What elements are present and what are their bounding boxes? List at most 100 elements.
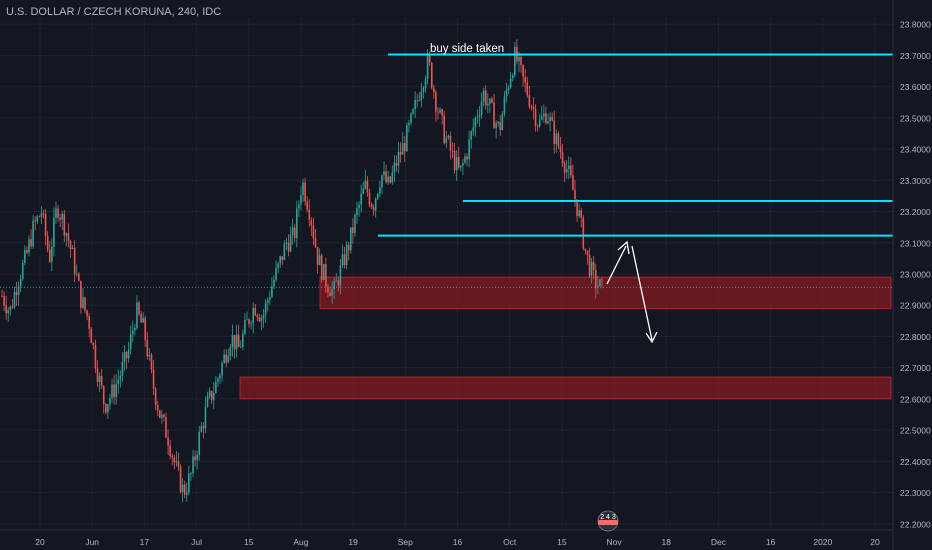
candle-body: [356, 208, 358, 216]
candle-body: [55, 208, 57, 218]
candle-body: [15, 292, 18, 296]
candle-body: [468, 139, 470, 160]
candle-body: [570, 165, 572, 176]
arrow-down-head: [645, 331, 658, 344]
candle-body: [495, 123, 497, 129]
candle-body: [478, 114, 481, 117]
candle-body: [578, 210, 580, 217]
candle-body: [163, 414, 165, 417]
candle-body: [30, 239, 32, 247]
y-tick-label: 23.6000: [900, 82, 931, 92]
candle-body: [190, 473, 192, 475]
y-tick-label: 22.2000: [900, 519, 931, 529]
candle-body: [196, 455, 198, 461]
candle-body: [239, 347, 242, 348]
candle-body: [304, 182, 306, 202]
candle-body: [563, 163, 566, 173]
candle-body: [291, 227, 294, 235]
candle-body: [325, 264, 327, 287]
candle-body: [260, 318, 263, 322]
candle-body: [553, 120, 556, 145]
candle-body: [435, 92, 437, 112]
candle-body: [156, 405, 159, 411]
candle-body: [412, 109, 414, 114]
candle-body: [194, 456, 196, 461]
candle-body: [360, 193, 362, 205]
x-tick-label: Jun: [85, 537, 99, 547]
candle-body: [567, 165, 570, 170]
candle-body: [387, 176, 389, 183]
candle-body: [464, 156, 466, 163]
candle-body: [339, 265, 342, 286]
candle-body: [167, 437, 169, 446]
y-tick-label: 23.2000: [900, 207, 931, 217]
candle-body: [349, 227, 352, 251]
candle-body: [113, 384, 115, 398]
candle-body: [32, 220, 34, 247]
candle-body: [372, 207, 375, 211]
candle-body: [67, 233, 70, 242]
candle-body: [476, 116, 479, 118]
candle-body: [586, 250, 589, 255]
x-tick-label: 20: [35, 537, 45, 547]
candle-body: [71, 247, 74, 250]
candle-body: [580, 210, 583, 218]
candle-body: [7, 310, 10, 314]
candle-body: [298, 204, 300, 209]
candle-body: [53, 217, 55, 247]
candle-body: [279, 256, 282, 264]
candle-body: [223, 354, 225, 364]
candle-body: [129, 334, 132, 350]
candle-body: [300, 194, 302, 205]
x-tick-label: 18: [662, 537, 672, 547]
candle-body: [48, 249, 51, 262]
candle-body: [296, 208, 298, 238]
y-tick-label: 23.4000: [900, 145, 931, 155]
candle-body: [86, 310, 88, 317]
candle-body: [96, 368, 99, 383]
candle-body: [540, 116, 543, 120]
candle-body: [212, 393, 215, 401]
candle-body: [530, 106, 533, 108]
candle-body: [482, 90, 485, 102]
candle-body: [489, 98, 491, 104]
candle-body: [75, 273, 78, 275]
x-tick-label: Oct: [503, 537, 517, 547]
candle-body: [256, 315, 259, 318]
x-tick-label: Nov: [607, 537, 623, 547]
candle-body: [445, 137, 448, 144]
candle-body: [123, 351, 126, 363]
candle-body: [1, 295, 3, 297]
candle-body: [447, 136, 450, 138]
candle-body: [374, 198, 377, 211]
arrow-up-head: [617, 240, 630, 255]
y-tick-label: 23.5000: [900, 113, 931, 123]
candle-body: [526, 82, 529, 96]
candle-body: [376, 193, 379, 199]
candle-body: [21, 262, 24, 280]
candle-body: [289, 234, 292, 252]
candle-body: [306, 201, 308, 210]
candle-body: [264, 302, 267, 315]
candle-body: [208, 391, 211, 397]
candle-body: [221, 363, 223, 376]
y-tick-label: 22.3000: [900, 488, 931, 498]
earnings-badge[interactable]: 2 4 3: [597, 510, 619, 532]
candle-body: [534, 109, 537, 126]
x-tick-label: Jul: [191, 537, 202, 547]
candle-body: [514, 46, 516, 76]
candle-body: [9, 306, 12, 311]
candle-body: [206, 396, 209, 407]
candle-body: [161, 414, 163, 418]
candle-body: [364, 180, 367, 189]
y-tick-label: 22.5000: [900, 426, 931, 436]
candle-body: [258, 317, 261, 322]
x-tick-label: 16: [766, 537, 776, 547]
candle-body: [312, 225, 315, 239]
candle-body: [555, 133, 558, 145]
candle-body: [352, 227, 354, 234]
candle-body: [127, 349, 130, 359]
candle-body: [235, 334, 238, 350]
candle-body: [457, 157, 460, 168]
